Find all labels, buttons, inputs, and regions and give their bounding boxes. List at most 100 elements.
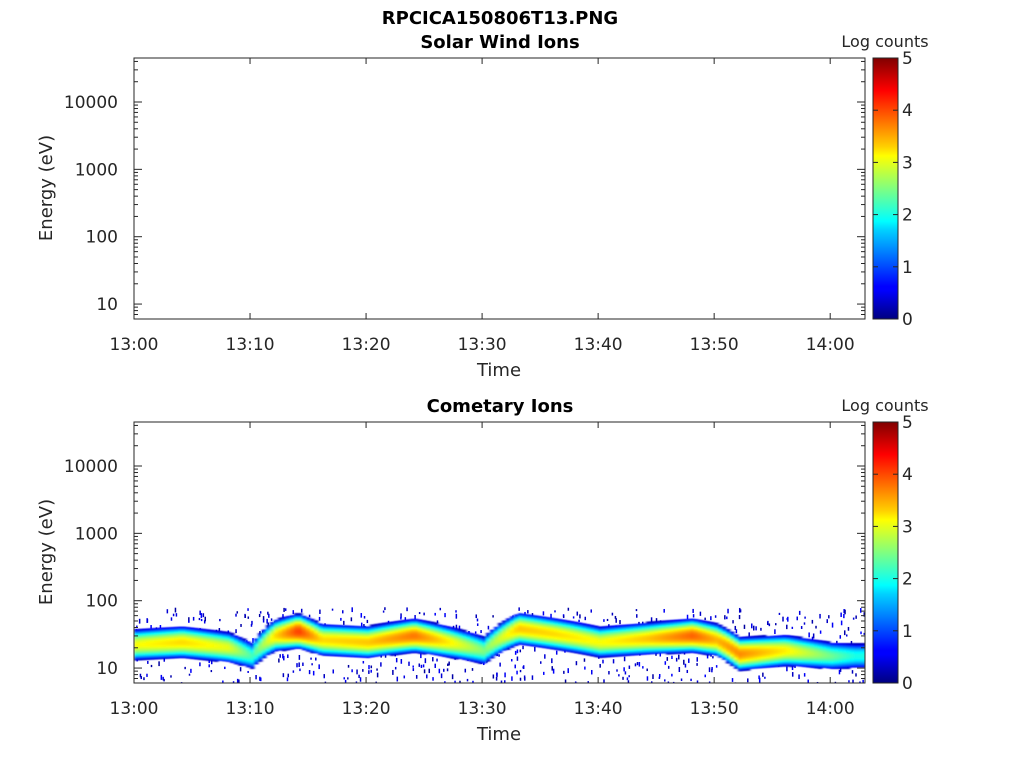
spectrogram-cell <box>450 631 455 634</box>
spectrogram-cell <box>290 647 295 650</box>
spectrogram-cell <box>418 640 423 643</box>
spectrogram-cell <box>622 631 627 634</box>
spectrogram-cell <box>258 651 263 654</box>
spectrogram-cell <box>718 634 723 637</box>
spectrogram-cell <box>386 653 391 656</box>
spectrogram-cell <box>246 649 251 652</box>
spectrogram-cell <box>346 655 351 658</box>
spectrogram-cell <box>486 652 491 655</box>
spectrogram-cell <box>530 614 535 617</box>
spectrogram-cell <box>442 638 447 641</box>
spectrogram-cell <box>446 630 451 633</box>
spectrogram-cell <box>814 665 819 668</box>
spectrogram-cell <box>302 646 307 649</box>
spectrogram-cell <box>858 662 863 665</box>
spectrogram-cell <box>730 645 735 648</box>
spectrogram-cell <box>450 634 455 637</box>
spectrogram-cell <box>326 639 331 642</box>
spectrogram-cell <box>319 609 321 614</box>
spectrogram-cell <box>222 656 227 659</box>
spectrogram-cell <box>386 647 391 650</box>
spectrogram-cell <box>550 643 555 646</box>
spectrogram-cell <box>222 635 227 638</box>
spectrogram-cell <box>762 660 767 663</box>
spectrogram-cell <box>570 630 575 633</box>
spectrogram-cell <box>376 668 378 671</box>
spectrogram-cell <box>326 624 331 627</box>
spectrogram-cell <box>246 652 251 655</box>
spectrogram-cell <box>770 642 775 645</box>
spectrogram-cell <box>722 645 727 648</box>
spectrogram-cell <box>554 618 559 621</box>
spectrogram-cell <box>390 639 395 642</box>
spectrogram-cell <box>250 657 255 660</box>
spectrogram-cell <box>802 646 807 649</box>
spectrogram-cell <box>322 646 327 649</box>
spectrogram-cell <box>746 654 751 657</box>
spectrogram-cell <box>806 642 811 645</box>
spectrogram-cell <box>350 639 355 642</box>
spectrogram-cell <box>754 655 759 658</box>
spectrogram-cell <box>542 627 547 630</box>
spectrogram-cell <box>582 644 587 647</box>
spectrogram-cell <box>690 631 695 634</box>
spectrogram-cell <box>446 645 451 648</box>
spectrogram-cell <box>490 646 495 649</box>
spectrogram-cell <box>774 655 779 658</box>
spectrogram-cell <box>762 647 767 650</box>
spectrogram-cell <box>574 628 579 631</box>
spectrogram-cell <box>850 664 855 667</box>
spectrogram-cell <box>678 650 683 653</box>
spectrogram-cell <box>310 639 315 642</box>
spectrogram-cell <box>198 646 203 649</box>
spectrogram-cell <box>322 652 327 655</box>
spectrogram-cell <box>394 639 399 642</box>
spectrogram-cell <box>638 633 643 636</box>
spectrogram-cell <box>590 629 595 632</box>
spectrogram-cell <box>530 635 535 638</box>
spectrogram-cell <box>382 653 387 656</box>
spectrogram-cell <box>378 626 383 629</box>
spectrogram-cell <box>674 620 679 623</box>
spectrogram-cell <box>438 649 443 653</box>
spectrogram-cell <box>494 639 499 642</box>
spectrogram-cell <box>326 630 331 633</box>
spectrogram-cell <box>630 636 635 639</box>
spectrogram-cell <box>850 640 853 645</box>
spectrogram-cell <box>642 648 647 651</box>
spectrogram-cell <box>722 653 727 656</box>
spectrogram-cell <box>178 652 183 655</box>
spectrogram-cell <box>778 659 783 662</box>
spectrogram-cell <box>302 635 307 638</box>
spectrogram-cell <box>266 651 271 654</box>
spectrogram-cell <box>762 640 767 643</box>
spectrogram-cell <box>354 649 359 652</box>
spectrogram-cell <box>490 648 495 651</box>
spectrogram-cell <box>670 649 675 652</box>
spectrogram-cell <box>751 623 753 629</box>
spectrogram-cell <box>746 651 751 654</box>
spectrogram-cell <box>742 649 747 652</box>
spectrogram-cell <box>358 642 363 645</box>
spectrogram-cell <box>546 641 551 644</box>
spectrogram-cell <box>242 648 247 651</box>
spectrogram-cell <box>762 663 767 666</box>
x-tick-label: 13:30 <box>458 699 507 719</box>
spectrogram-cell <box>510 641 515 644</box>
spectrogram-cell <box>420 664 423 668</box>
spectrogram-cell <box>554 633 559 636</box>
spectrogram-cell <box>214 651 219 654</box>
spectrogram-cell <box>338 634 343 637</box>
spectrogram-cell <box>302 615 307 618</box>
spectrogram-cell <box>670 631 675 634</box>
spectrogram-cell <box>466 647 471 650</box>
spectrogram-cell <box>346 628 351 631</box>
spectrogram-cell <box>386 648 391 651</box>
spectrogram-cell <box>210 649 215 652</box>
spectrogram-cell <box>358 652 363 655</box>
spectrogram-cell <box>542 616 547 619</box>
spectrogram-cell <box>650 638 655 641</box>
spectrogram-cell <box>514 618 519 621</box>
spectrogram-cell <box>702 630 707 633</box>
spectrogram-cell <box>430 641 435 644</box>
